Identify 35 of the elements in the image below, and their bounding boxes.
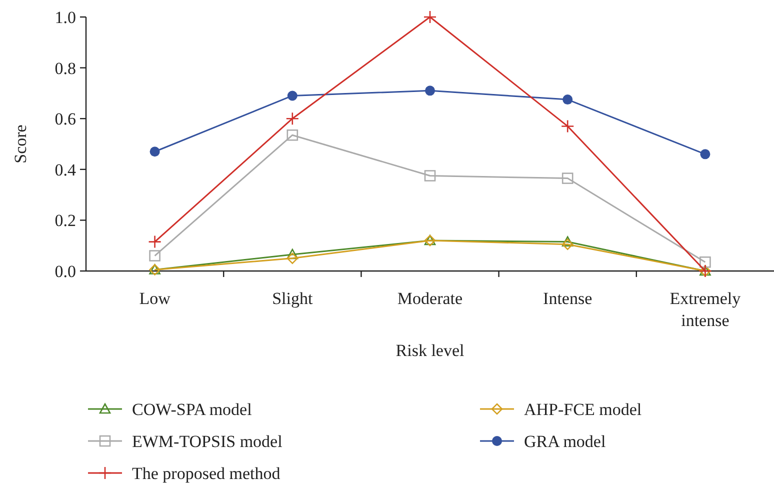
legend-label: AHP-FCE model	[524, 400, 642, 419]
point	[423, 10, 437, 24]
y-tick-label: 1.0	[54, 8, 76, 27]
point	[286, 112, 300, 126]
x-tick-label: Intense	[543, 289, 592, 308]
point	[148, 235, 162, 248]
legend-label: The proposed method	[132, 464, 281, 483]
legend-label: EWM-TOPSIS model	[132, 432, 283, 451]
point	[562, 238, 574, 250]
legend-label: GRA model	[524, 432, 606, 451]
point	[286, 129, 298, 141]
y-axis-title: Score	[11, 124, 30, 164]
y-tick-label: 0.0	[54, 262, 76, 281]
y-tick-label: 0.6	[54, 110, 76, 129]
point	[560, 120, 574, 133]
point	[286, 252, 298, 264]
point	[149, 250, 160, 262]
point	[425, 86, 435, 96]
point	[424, 170, 436, 182]
y-tick-label: 0.2	[54, 211, 76, 230]
point	[562, 236, 574, 246]
point	[562, 172, 574, 184]
point	[700, 149, 710, 160]
x-tick-label: Slight	[272, 289, 313, 308]
legend-label: COW-SPA model	[132, 400, 252, 419]
y-tick-label: 0.4	[54, 160, 76, 180]
x-axis-title: Risk level	[396, 341, 465, 360]
x-tick-label: Extremely intense	[670, 289, 742, 330]
point	[287, 90, 298, 101]
x-tick-label: Moderate	[397, 289, 463, 308]
x-tick-label: Low	[139, 289, 172, 308]
y-tick-label: 0.8	[54, 58, 76, 78]
point	[150, 146, 160, 157]
point	[562, 94, 573, 105]
point	[700, 256, 711, 268]
